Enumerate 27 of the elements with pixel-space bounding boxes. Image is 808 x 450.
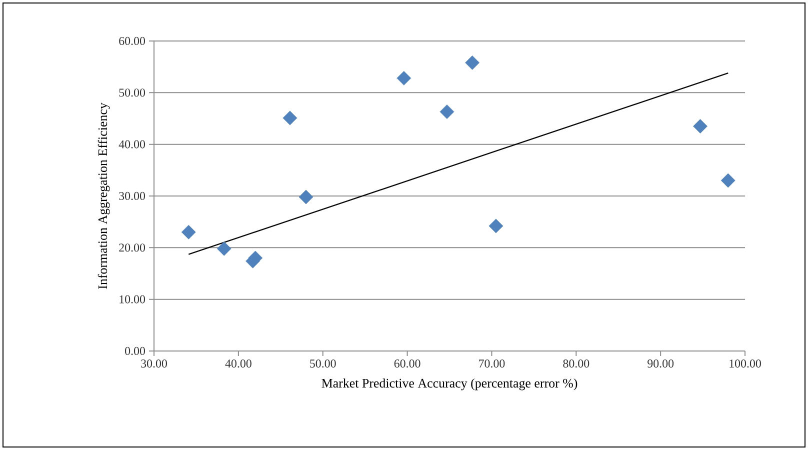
point xyxy=(693,119,708,134)
point xyxy=(216,242,232,256)
y-tick-label: 10.00 xyxy=(120,295,146,304)
x-tick-label: 100.00 xyxy=(730,360,761,368)
x-tick-label: 30.00 xyxy=(141,360,167,368)
point xyxy=(298,190,314,204)
y-tick-label: 60.00 xyxy=(119,36,146,46)
x-tick-label: 40.00 xyxy=(225,360,252,368)
point xyxy=(465,56,480,70)
x-tick-label: 80.00 xyxy=(563,360,590,368)
point xyxy=(396,71,412,86)
y-tick-label: 30.00 xyxy=(119,192,146,200)
y-axis-title: Information Aggregation Efficiency xyxy=(98,102,110,289)
point xyxy=(488,218,504,234)
point xyxy=(720,173,736,188)
x-tick-label: 60.00 xyxy=(394,360,420,368)
y-tick-label: 50.00 xyxy=(119,88,146,97)
y-tick-label: 40.00 xyxy=(118,140,146,148)
point xyxy=(181,224,196,240)
y-tick-label: 20.00 xyxy=(119,244,146,252)
point xyxy=(440,104,454,119)
x-axis-title: Market Predictive Accuracy (percentage error %) xyxy=(322,378,578,390)
y-tick-label: 0.00 xyxy=(125,346,146,356)
x-tick-label: 90.00 xyxy=(648,360,674,368)
point xyxy=(282,110,298,126)
x-tick-label: 50.00 xyxy=(310,360,336,368)
x-tick-label: 70.00 xyxy=(479,360,505,368)
